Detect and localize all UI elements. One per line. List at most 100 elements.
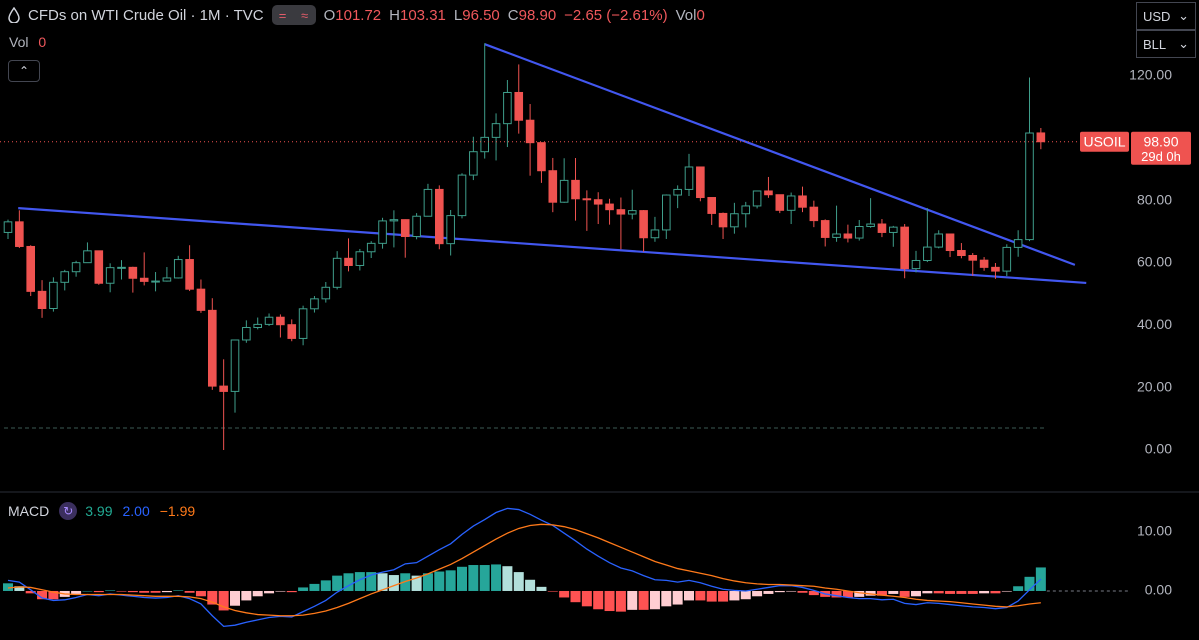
macd-title: MACD bbox=[8, 503, 50, 519]
histogram-bar bbox=[1001, 590, 1012, 592]
candle-body bbox=[208, 309, 217, 387]
candle-body bbox=[866, 223, 875, 228]
y-tick-label: 80.00 bbox=[1137, 191, 1172, 207]
price-tag-text: 98.90 bbox=[1143, 133, 1178, 149]
histogram-bar bbox=[195, 590, 206, 597]
candle-body bbox=[37, 290, 47, 309]
currency-dropdown[interactable]: USD ⌄ bbox=[1136, 2, 1196, 30]
candle-body bbox=[287, 324, 297, 339]
candle-body bbox=[514, 91, 524, 121]
candle-body bbox=[923, 246, 932, 261]
candle-body bbox=[400, 219, 410, 237]
close-label: C bbox=[507, 6, 519, 24]
histogram-bar bbox=[956, 590, 967, 594]
histogram-bar bbox=[173, 590, 184, 591]
histogram-bar bbox=[604, 590, 615, 612]
histogram-bar bbox=[139, 590, 150, 593]
histogram-bar bbox=[286, 590, 297, 593]
unit-dropdown[interactable]: BLL ⌄ bbox=[1136, 30, 1196, 58]
histogram-bar bbox=[729, 590, 740, 601]
candle-body bbox=[298, 308, 308, 339]
volume-label: Vol bbox=[9, 34, 29, 50]
candle-body bbox=[117, 266, 126, 269]
histogram-bar bbox=[320, 580, 331, 591]
candle-body bbox=[798, 195, 807, 208]
histogram-bar bbox=[457, 566, 467, 591]
histogram-bar bbox=[502, 566, 513, 591]
candle-body bbox=[968, 255, 978, 261]
candle-body bbox=[991, 266, 1000, 272]
histogram-bar bbox=[990, 590, 1001, 594]
candle-body bbox=[559, 179, 569, 203]
y-tick-label: 120.00 bbox=[1129, 67, 1172, 83]
histogram-bar bbox=[740, 590, 751, 600]
vol-label: Vol bbox=[675, 6, 697, 24]
histogram-bar bbox=[37, 590, 48, 600]
candle-body bbox=[105, 267, 115, 284]
candle-body bbox=[435, 188, 444, 245]
histogram-bar bbox=[48, 590, 59, 600]
candle-body bbox=[809, 206, 819, 222]
candle-body bbox=[957, 250, 966, 257]
low-value: 96.50 bbox=[462, 6, 500, 24]
histogram-bar bbox=[116, 590, 127, 592]
collapse-button[interactable]: ⌃ bbox=[8, 60, 40, 82]
histogram-bar bbox=[377, 573, 388, 591]
candle-body bbox=[900, 226, 909, 270]
change: −2.65 (−2.61%) bbox=[564, 6, 668, 24]
candle-body bbox=[696, 166, 705, 199]
candle-body bbox=[616, 209, 626, 215]
high-label: H bbox=[389, 6, 400, 24]
histogram-bar bbox=[547, 590, 558, 592]
candle-body bbox=[582, 198, 592, 201]
macd-settings[interactable]: ↻ bbox=[59, 502, 78, 520]
y-tick-label: 60.00 bbox=[1137, 254, 1172, 270]
histogram-bar bbox=[536, 586, 547, 591]
histogram-bar bbox=[774, 590, 785, 593]
candle-body bbox=[321, 286, 331, 300]
candle-body bbox=[503, 91, 512, 125]
y-tick-label: 0.00 bbox=[1145, 582, 1172, 598]
candle-body bbox=[162, 277, 172, 282]
histogram-bar bbox=[831, 590, 842, 598]
candle-body bbox=[662, 194, 671, 231]
candle-body bbox=[945, 233, 955, 252]
histogram-bar bbox=[786, 590, 797, 592]
volume-legend: Vol 0 bbox=[9, 34, 46, 50]
candle-body bbox=[979, 259, 989, 268]
macd-legend: MACD ↻ 3.99 2.00 −1.99 bbox=[8, 502, 195, 520]
histogram-bar bbox=[581, 590, 592, 607]
histogram-bar bbox=[434, 571, 445, 591]
histogram-bar bbox=[184, 590, 195, 593]
histogram-bar bbox=[627, 590, 638, 610]
indicator-toggle[interactable]: = ≈ bbox=[271, 5, 316, 25]
y-tick-label: 10.00 bbox=[1137, 523, 1172, 539]
candle-body bbox=[1013, 239, 1023, 248]
candle-body bbox=[764, 190, 773, 196]
title: CFDs on WTI Crude Oil · 1M · TVC bbox=[28, 6, 264, 24]
histogram-bar bbox=[230, 590, 240, 606]
candle-body bbox=[605, 203, 614, 211]
histogram-bar bbox=[615, 590, 626, 612]
candle-body bbox=[15, 221, 24, 247]
histogram-bar bbox=[332, 575, 343, 591]
histogram-bar bbox=[763, 590, 774, 594]
candle-body bbox=[276, 316, 285, 326]
histogram-bar bbox=[854, 590, 865, 597]
candle-body bbox=[911, 259, 921, 270]
histogram-bar bbox=[161, 590, 172, 593]
trendline bbox=[18, 207, 1087, 285]
candle-body bbox=[253, 323, 262, 329]
histogram-bar bbox=[491, 564, 502, 591]
candle-body bbox=[151, 280, 160, 283]
open-label: O bbox=[323, 6, 336, 24]
histogram-bar bbox=[899, 590, 910, 597]
histogram-bar bbox=[945, 590, 956, 594]
histogram-bar bbox=[967, 590, 978, 594]
histogram-bar bbox=[445, 570, 456, 591]
histogram-bar bbox=[933, 590, 944, 594]
candle-body bbox=[242, 327, 251, 341]
candle-body bbox=[730, 213, 739, 228]
